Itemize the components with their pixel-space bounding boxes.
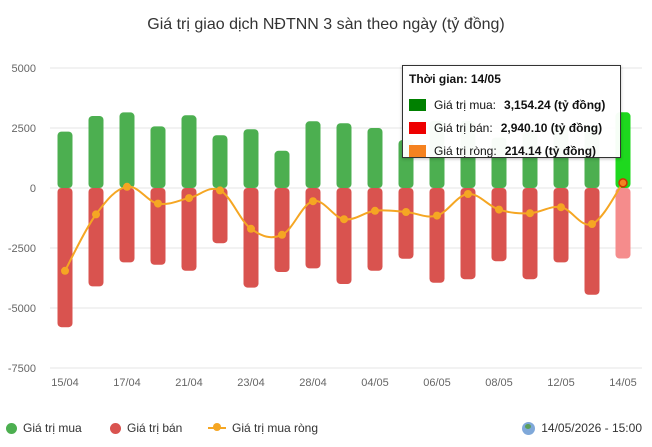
legend-label-buy: Giá trị mua <box>23 421 82 435</box>
y-tick-label-5: -7500 <box>8 363 36 375</box>
x-tick-label-4: 28/04 <box>299 377 327 389</box>
x-tick-label-9: 14/05 <box>609 377 637 389</box>
net-point-0 <box>61 266 69 275</box>
net-point-11 <box>402 208 410 216</box>
legend-item-net[interactable]: Giá trị mua ròng <box>208 418 318 438</box>
net-point-17 <box>588 220 596 228</box>
tooltip-swatch-net <box>409 144 426 157</box>
bar-sell-12 <box>429 188 445 283</box>
net-point-15 <box>526 209 534 218</box>
legend-item-sell[interactable]: Giá trị bán <box>110 418 182 438</box>
legend-label-net: Giá trị mua ròng <box>232 421 319 435</box>
net-line-series[interactable] <box>61 178 628 275</box>
net-point-10 <box>371 206 379 215</box>
x-tick-label-3: 23/04 <box>237 377 265 389</box>
x-tick-label-0: 15/04 <box>51 377 79 389</box>
x-axis-ticks: 15/04 17/04 21/04 23/04 28/04 04/05 06/05 08/05… <box>51 377 637 389</box>
bar-buy-2 <box>119 112 135 188</box>
bar-sell-15 <box>522 188 538 280</box>
legend-line-net-icon <box>208 423 226 431</box>
legend-item-buy[interactable]: Giá trị mua <box>6 418 82 438</box>
bar-sell-4 <box>181 188 197 271</box>
bar-sell-16 <box>553 188 569 263</box>
tooltip-value-sell: 2,940.10 (tỷ đồng) <box>500 120 603 135</box>
bar-sell-14 <box>491 188 507 262</box>
globe-icon <box>522 421 536 435</box>
bar-buy-9 <box>336 123 352 188</box>
bar-buy-1 <box>88 116 104 188</box>
tooltip-row-net: Giá trị ròng: 214.14 (tỷ đồng) <box>409 139 614 162</box>
tooltip-title: Thời gian: 14/05 <box>409 72 501 86</box>
bar-sell-5 <box>212 188 228 244</box>
legend-dot-sell-icon <box>110 422 121 434</box>
bar-sell-18 <box>615 188 631 259</box>
y-axis-ticks: 5000 2500 0 -2500 -5000 -7500 <box>8 63 36 375</box>
bar-buy-10 <box>367 128 383 188</box>
chart-title: Giá trị giao dịch NĐTNN 3 sàn theo ngày … <box>147 16 505 33</box>
net-point-4 <box>185 194 193 203</box>
tooltip-swatch-sell <box>409 121 426 134</box>
bar-sell-1 <box>88 188 104 287</box>
bar-buy-3 <box>150 126 166 188</box>
tooltip-swatch-buy <box>409 98 426 111</box>
tooltip-value-net: 214.14 (tỷ đồng) <box>504 143 597 158</box>
x-tick-label-2: 21/04 <box>175 377 203 389</box>
bar-sell-13 <box>460 188 476 280</box>
bar-buy-4 <box>181 115 197 188</box>
tooltip-label-buy: Giá trị mua: <box>434 97 497 112</box>
tooltip: Thời gian: 14/05 Giá trị mua: 3,154.24 (… <box>402 65 621 158</box>
bar-sell-8 <box>305 188 321 269</box>
net-point-2 <box>123 182 131 191</box>
bar-buy-7 <box>274 150 290 188</box>
net-point-12 <box>433 211 441 220</box>
net-point-16 <box>557 203 565 212</box>
y-tick-label-0: 5000 <box>12 63 36 75</box>
bar-buy-5 <box>212 135 228 188</box>
bar-sell-9 <box>336 188 352 284</box>
legend-dot-buy-icon <box>6 422 17 434</box>
tooltip-label-net: Giá trị ròng: <box>434 143 497 158</box>
net-point-5 <box>216 186 224 195</box>
x-tick-label-1: 17/04 <box>113 377 141 389</box>
net-point-9 <box>340 215 348 224</box>
bar-sell-7 <box>274 188 290 272</box>
bar-buy-8 <box>305 121 321 188</box>
timestamp-text: 14/05/2026 - 15:00 <box>541 421 642 435</box>
net-point-1 <box>92 210 100 219</box>
bar-sell-3 <box>150 188 166 265</box>
net-point-6 <box>247 224 255 233</box>
x-tick-label-5: 04/05 <box>361 377 389 389</box>
x-tick-label-8: 12/05 <box>547 377 575 389</box>
net-point-7 <box>278 230 286 239</box>
timestamp: 14/05/2026 - 15:00 <box>522 418 642 438</box>
tooltip-label-sell: Giá trị bán: <box>434 120 493 135</box>
legend: Giá trị mua Giá trị bán Giá trị mua ròng… <box>0 418 652 438</box>
y-tick-label-3: -2500 <box>8 243 36 255</box>
bar-sell-11 <box>398 188 414 259</box>
legend-label-sell: Giá trị bán <box>127 421 183 435</box>
net-point-3 <box>154 199 162 208</box>
bar-sell-10 <box>367 188 383 271</box>
y-tick-label-2: 0 <box>30 183 36 195</box>
net-point-18 <box>618 178 628 188</box>
y-tick-label-1: 2500 <box>12 123 36 135</box>
y-tick-label-4: -5000 <box>8 303 36 315</box>
bar-sell-6 <box>243 188 259 288</box>
tooltip-row-sell: Giá trị bán: 2,940.10 (tỷ đồng) <box>409 116 614 139</box>
bar-buy-0 <box>57 131 73 188</box>
x-tick-label-6: 06/05 <box>423 377 451 389</box>
bar-sell-17 <box>584 188 600 295</box>
tooltip-value-buy: 3,154.24 (tỷ đồng) <box>504 97 606 112</box>
tooltip-row-buy: Giá trị mua: 3,154.24 (tỷ đồng) <box>409 93 614 116</box>
net-point-14 <box>495 205 503 214</box>
net-point-8 <box>309 197 317 206</box>
x-tick-label-7: 08/05 <box>485 377 513 389</box>
bar-buy-6 <box>243 129 259 188</box>
bar-sell-0 <box>57 188 73 328</box>
net-point-13 <box>464 190 472 198</box>
bar-sell-2 <box>119 188 135 263</box>
